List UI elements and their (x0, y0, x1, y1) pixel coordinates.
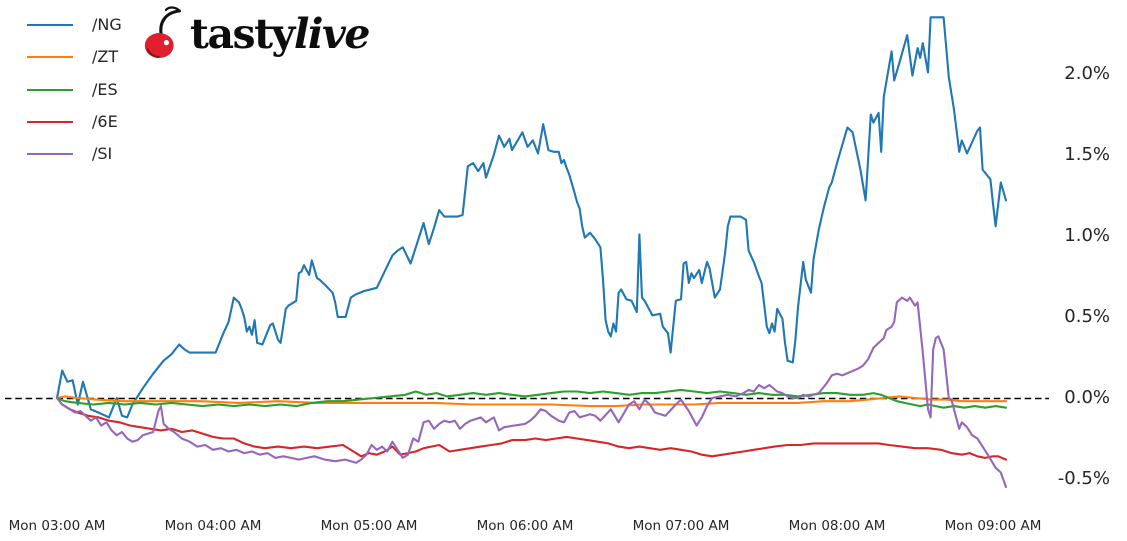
legend-line-swatch (27, 153, 73, 156)
y-tick-label: -0.5% (1057, 468, 1110, 489)
legend-label: /ES (92, 79, 118, 99)
y-tick-label: 2.0% (1064, 63, 1110, 84)
y-tick-label: 1.0% (1064, 225, 1110, 246)
series-line-es (55, 388, 1008, 409)
y-tick-label: 0.0% (1064, 387, 1110, 408)
legend-label: /6E (92, 112, 118, 132)
y-tick-label: 0.5% (1064, 306, 1110, 327)
legend-item-6e: /6E (27, 106, 122, 138)
brand-logo: tastylive (140, 5, 370, 61)
legend-label: /NG (92, 15, 122, 35)
y-tick-label: 1.5% (1064, 144, 1110, 165)
logo-text-live: live (293, 10, 371, 58)
x-tick-label: Mon 04:00 AM (164, 518, 262, 534)
x-tick-label: Mon 07:00 AM (632, 518, 730, 534)
legend-item-si: /SI (27, 138, 122, 170)
logo-wordmark: tastylive (190, 14, 370, 55)
legend: /NG/ZT/ES/6E/SI (27, 9, 122, 170)
legend-line-swatch (27, 24, 73, 27)
legend-item-zt: /ZT (27, 41, 122, 73)
legend-label: /SI (92, 144, 113, 164)
series-line-6e (55, 396, 1008, 461)
legend-item-es: /ES (27, 74, 122, 106)
cherry-icon (144, 6, 181, 59)
x-tick-label: Mon 08:00 AM (788, 518, 886, 534)
x-tick-label: Mon 05:00 AM (320, 518, 418, 534)
x-tick-label: Mon 06:00 AM (476, 518, 574, 534)
legend-line-swatch (27, 56, 73, 59)
series-line-ng (55, 16, 1008, 419)
x-tick-label: Mon 03:00 AM (8, 518, 106, 534)
x-tick-label: Mon 09:00 AM (944, 518, 1042, 534)
legend-item-ng: /NG (27, 9, 122, 41)
series-line-si (55, 296, 1008, 489)
legend-label: /ZT (92, 47, 119, 67)
legend-line-swatch (27, 88, 73, 91)
logo-text-tasty: tasty (190, 10, 295, 58)
legend-line-swatch (27, 121, 73, 124)
